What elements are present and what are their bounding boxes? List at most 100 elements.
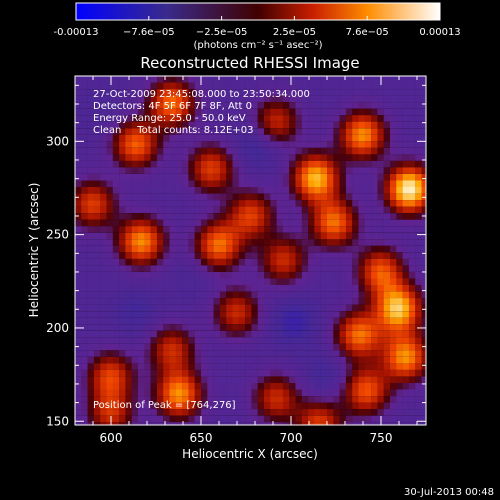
heatmap-cell <box>408 160 416 168</box>
heatmap-cell <box>150 422 158 425</box>
heatmap-cell <box>308 317 315 325</box>
heatmap-cell <box>333 108 340 116</box>
heatmap-cell <box>289 330 296 338</box>
heatmap-cell <box>295 141 302 148</box>
heatmap-cell <box>358 187 365 194</box>
heatmap-cell <box>377 350 384 357</box>
heatmap-cell <box>327 337 334 344</box>
heatmap-cell <box>371 115 378 122</box>
heatmap-cell <box>131 285 139 292</box>
heatmap-cell <box>352 134 359 142</box>
heatmap-cell <box>371 389 378 396</box>
heatmap-cell <box>282 298 290 305</box>
heatmap-cell <box>150 134 158 142</box>
heatmap-cell <box>402 245 410 253</box>
heatmap-cell <box>352 95 359 103</box>
heatmap-cell <box>371 154 378 161</box>
heatmap-cell <box>396 128 403 135</box>
heatmap-cell <box>232 363 239 370</box>
heatmap-cell <box>131 324 139 331</box>
heatmap-cell <box>289 154 296 161</box>
heatmap-cell <box>402 415 410 423</box>
heatmap-cell <box>188 82 195 89</box>
heatmap-cell <box>345 141 353 148</box>
heatmap-cell <box>201 389 208 396</box>
heatmap-cell <box>245 174 252 181</box>
heatmap-cell <box>345 415 353 423</box>
heatmap-cell <box>144 298 151 305</box>
heatmap-cell <box>112 337 120 344</box>
heatmap-cell <box>138 82 145 89</box>
heatmap-cell <box>377 200 384 207</box>
heatmap-cell <box>270 324 277 331</box>
heatmap-cell <box>150 121 158 129</box>
heatmap-cell <box>301 147 309 155</box>
heatmap-cell <box>175 291 183 299</box>
heatmap-cell <box>112 167 120 174</box>
heatmap-cell <box>308 356 315 364</box>
heatmap-cell <box>188 330 195 338</box>
heatmap-cell <box>415 429 422 436</box>
heatmap-cell <box>106 363 113 370</box>
heatmap-cell <box>156 317 164 325</box>
heatmap-cell <box>383 154 391 161</box>
heatmap-cell <box>245 272 252 279</box>
heatmap-cell <box>232 409 239 416</box>
heatmap-cell <box>156 304 164 312</box>
heatmap-cell <box>219 141 227 148</box>
heatmap-cell <box>421 409 426 416</box>
heatmap-cell <box>106 330 113 338</box>
heatmap-cell <box>238 317 246 325</box>
heatmap-cell <box>245 285 252 292</box>
heatmap-cell <box>415 154 422 161</box>
heatmap-cell <box>138 219 145 227</box>
heatmap-cell <box>213 180 221 187</box>
heatmap-cell <box>295 369 302 377</box>
heatmap-cell <box>295 193 302 201</box>
heatmap-cell <box>207 311 214 318</box>
heatmap-cell <box>358 213 365 220</box>
heatmap-cell <box>93 160 101 168</box>
heatmap-cell <box>245 128 252 135</box>
heatmap-cell <box>119 108 126 116</box>
heatmap-cell <box>138 76 145 83</box>
heatmap-cell <box>364 102 372 109</box>
heatmap-cell <box>402 369 410 377</box>
heatmap-cell <box>251 252 258 259</box>
heatmap-cell <box>364 232 372 240</box>
heatmap-cell <box>415 89 422 96</box>
heatmap-cell <box>232 350 239 357</box>
heatmap-cell <box>282 232 290 240</box>
heatmap-cell <box>138 121 145 129</box>
heatmap-cell <box>301 356 309 364</box>
heatmap-cell <box>156 272 164 279</box>
heatmap-cell <box>138 213 145 220</box>
heatmap-cell <box>169 298 176 305</box>
heatmap-cell <box>81 76 88 83</box>
heatmap-cell <box>409 429 416 436</box>
heatmap-cell <box>245 115 252 122</box>
heatmap-cell <box>333 311 340 318</box>
heatmap-cell <box>276 239 284 246</box>
heatmap-cell <box>112 363 120 370</box>
heatmap-cell <box>270 265 277 272</box>
heatmap-cell <box>213 200 221 207</box>
heatmap-cell <box>169 409 176 416</box>
heatmap-cell <box>226 409 233 416</box>
heatmap-cell <box>182 167 189 174</box>
heatmap-cell <box>358 258 365 266</box>
heatmap-cell <box>428 252 435 259</box>
heatmap-cell <box>320 128 328 135</box>
heatmap-cell <box>276 324 284 331</box>
heatmap-cell <box>251 324 258 331</box>
heatmap-cell <box>156 232 164 240</box>
heatmap-cell <box>93 206 101 214</box>
y-tick-label: 150 <box>46 414 69 428</box>
heatmap-cell <box>119 383 126 390</box>
heatmap-cell <box>251 389 258 396</box>
heatmap-cell <box>364 239 372 246</box>
heatmap-cell <box>276 102 284 109</box>
heatmap-cell <box>207 415 214 423</box>
heatmap-cell <box>421 376 426 383</box>
heatmap-cell <box>308 180 315 187</box>
